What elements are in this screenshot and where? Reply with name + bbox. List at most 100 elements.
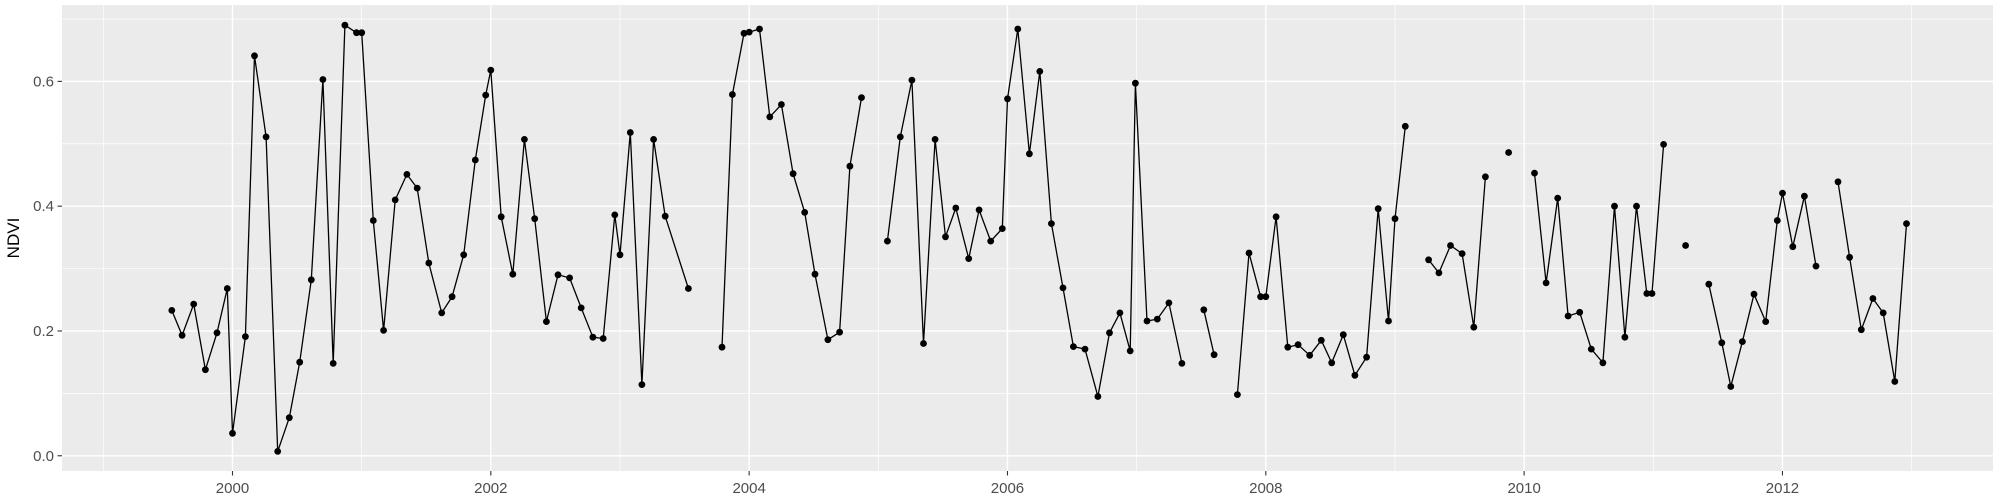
data-point bbox=[1458, 250, 1466, 257]
data-point bbox=[460, 251, 468, 259]
data-point bbox=[942, 233, 949, 241]
data-point bbox=[1200, 306, 1208, 314]
data-point bbox=[353, 29, 360, 37]
data-point bbox=[1126, 347, 1134, 355]
data-point bbox=[307, 276, 315, 284]
x-axis-tick-label: 2000 bbox=[216, 480, 249, 497]
data-point bbox=[1262, 293, 1270, 301]
data-point bbox=[884, 237, 891, 245]
data-point bbox=[1482, 173, 1489, 181]
data-point bbox=[1210, 351, 1218, 359]
data-point bbox=[801, 209, 809, 216]
series-line bbox=[1203, 309, 1215, 355]
data-point bbox=[1869, 295, 1877, 302]
x-axis-tick-label: 2004 bbox=[732, 480, 765, 497]
data-point bbox=[274, 448, 282, 455]
data-point bbox=[638, 381, 646, 388]
data-point bbox=[740, 29, 748, 37]
plot-panel bbox=[62, 5, 1993, 471]
data-point bbox=[1846, 253, 1853, 261]
data-point bbox=[566, 274, 573, 282]
data-point bbox=[1750, 290, 1758, 298]
data-point bbox=[975, 206, 983, 214]
data-point bbox=[1576, 308, 1584, 316]
data-point bbox=[766, 113, 774, 121]
data-point bbox=[1178, 360, 1186, 367]
data-point bbox=[1542, 279, 1550, 287]
data-point bbox=[1153, 315, 1161, 323]
data-point bbox=[319, 76, 327, 83]
data-point bbox=[341, 21, 349, 29]
data-point bbox=[858, 94, 865, 101]
data-point bbox=[650, 136, 657, 143]
data-point bbox=[531, 215, 539, 223]
data-point bbox=[908, 76, 916, 84]
data-point bbox=[1026, 150, 1033, 158]
data-point bbox=[1834, 178, 1842, 186]
data-point bbox=[1718, 339, 1726, 347]
data-point bbox=[1587, 345, 1595, 353]
data-point bbox=[1257, 293, 1264, 301]
data-point bbox=[1554, 194, 1562, 202]
data-point bbox=[251, 52, 258, 60]
data-point bbox=[589, 333, 597, 341]
data-point bbox=[1165, 299, 1173, 307]
y-axis-tick-label: 0.0 bbox=[33, 448, 54, 465]
data-point bbox=[1789, 243, 1797, 251]
data-point bbox=[380, 327, 387, 334]
data-point bbox=[438, 309, 446, 317]
data-point bbox=[1643, 290, 1651, 297]
data-point bbox=[836, 328, 843, 336]
data-point bbox=[543, 318, 550, 325]
x-axis-tick-label: 2010 bbox=[1507, 480, 1540, 497]
data-point bbox=[1132, 79, 1139, 87]
data-point bbox=[920, 340, 927, 347]
data-point bbox=[685, 285, 692, 292]
data-point bbox=[391, 196, 399, 204]
data-point bbox=[1143, 317, 1151, 325]
data-point bbox=[262, 133, 270, 141]
data-point bbox=[846, 162, 854, 170]
data-point bbox=[285, 414, 293, 422]
data-point bbox=[1773, 217, 1781, 224]
data-point bbox=[242, 333, 249, 340]
data-point bbox=[577, 304, 585, 312]
data-point bbox=[1081, 345, 1089, 353]
data-point bbox=[1660, 141, 1667, 148]
y-axis-tick-label: 0.2 bbox=[33, 323, 54, 340]
data-point bbox=[369, 217, 377, 224]
data-point bbox=[329, 360, 337, 367]
data-point bbox=[521, 136, 528, 143]
data-point bbox=[811, 270, 819, 278]
data-point bbox=[1425, 256, 1432, 264]
data-point bbox=[1531, 169, 1538, 177]
x-axis-tick-label: 2012 bbox=[1766, 480, 1799, 497]
data-point bbox=[1470, 323, 1478, 331]
data-point bbox=[471, 156, 479, 164]
data-point bbox=[229, 429, 236, 437]
data-point bbox=[1401, 122, 1409, 130]
data-point bbox=[554, 271, 562, 279]
data-point bbox=[1317, 336, 1325, 344]
data-point bbox=[1762, 318, 1770, 325]
x-axis-tick-label: 2008 bbox=[1249, 480, 1282, 497]
data-point bbox=[1857, 326, 1865, 334]
y-axis-tick-label: 0.4 bbox=[33, 198, 54, 215]
data-point bbox=[1611, 202, 1618, 210]
data-point bbox=[1682, 242, 1689, 249]
data-point bbox=[213, 329, 221, 337]
data-point bbox=[1116, 309, 1124, 317]
series-line bbox=[886, 28, 1183, 397]
data-point bbox=[1245, 249, 1253, 257]
data-point bbox=[745, 28, 753, 36]
data-point bbox=[599, 335, 607, 342]
y-axis-tick-label: 0.6 bbox=[33, 73, 54, 90]
data-point bbox=[1014, 25, 1022, 33]
data-point bbox=[1094, 393, 1102, 400]
data-point bbox=[1385, 317, 1392, 325]
data-point bbox=[1812, 262, 1820, 270]
data-point bbox=[1903, 220, 1910, 228]
data-point bbox=[1633, 202, 1640, 210]
data-point bbox=[1048, 220, 1055, 228]
